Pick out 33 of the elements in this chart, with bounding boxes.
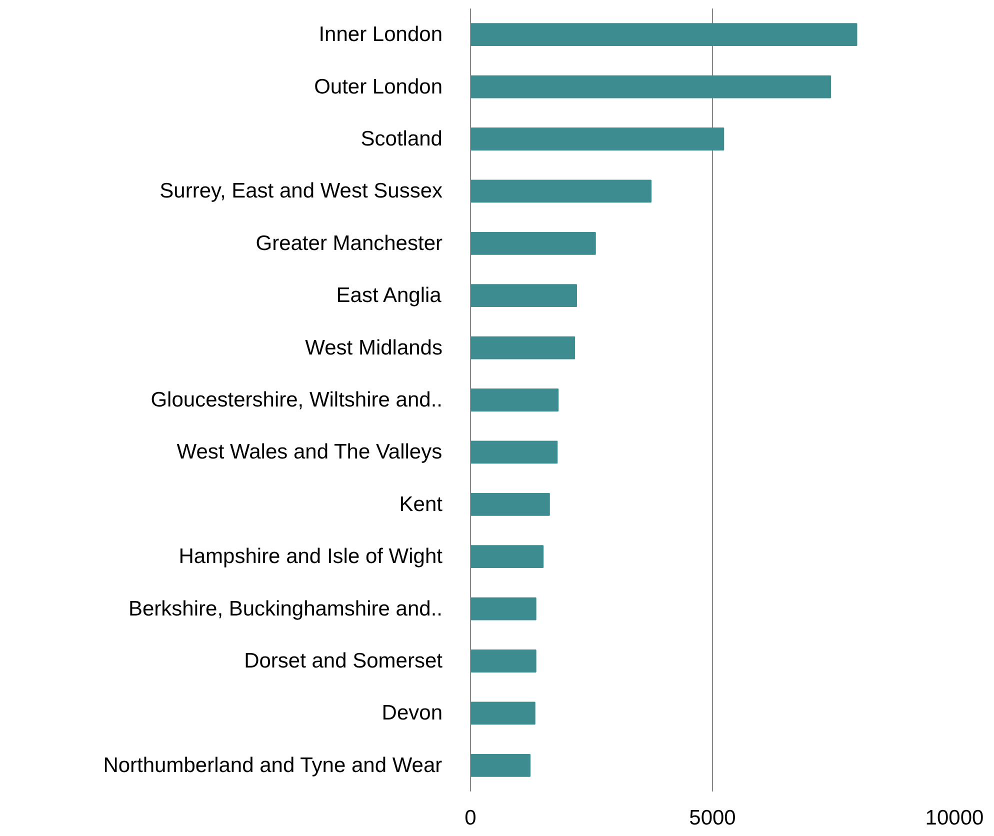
y-tick-label: Greater Manchester xyxy=(256,232,443,255)
bar xyxy=(470,597,536,620)
y-tick-label: Dorset and Somerset xyxy=(244,650,443,672)
bar xyxy=(470,754,531,777)
y-tick-label: Hampshire and Isle of Wight xyxy=(178,545,443,568)
y-tick-label: West Midlands xyxy=(305,336,443,360)
bar xyxy=(470,388,559,412)
bar xyxy=(470,23,858,46)
y-tick-label: Northumberland and Tyne and Wear xyxy=(103,754,442,777)
bar xyxy=(470,545,544,568)
x-tick-label: 0 xyxy=(464,806,476,830)
bar xyxy=(470,702,536,725)
x-tick-label: 10000 xyxy=(925,806,984,830)
bar xyxy=(470,232,596,255)
y-tick-label: Kent xyxy=(399,492,443,516)
y-tick-label: Surrey, East and West Sussex xyxy=(160,180,443,203)
x-tick-label: 5000 xyxy=(689,806,736,830)
bar xyxy=(470,492,550,516)
bar xyxy=(470,128,724,150)
y-tick-label: Gloucestershire, Wiltshire and.. xyxy=(150,388,443,412)
bar xyxy=(470,284,577,308)
bar xyxy=(470,336,576,360)
y-tick-label: West Wales and The Valleys xyxy=(176,440,442,464)
y-tick-label: Inner London xyxy=(318,23,443,46)
bar xyxy=(470,75,832,98)
bar xyxy=(470,440,558,464)
y-tick-label: Berkshire, Buckinghamshire and.. xyxy=(128,597,443,620)
y-tick-label: Devon xyxy=(382,702,442,725)
bar xyxy=(470,650,536,672)
y-tick-label: East Anglia xyxy=(336,284,442,308)
bar xyxy=(470,180,652,203)
y-tick-label: Outer London xyxy=(314,75,443,98)
y-tick-label: Scotland xyxy=(360,128,443,150)
